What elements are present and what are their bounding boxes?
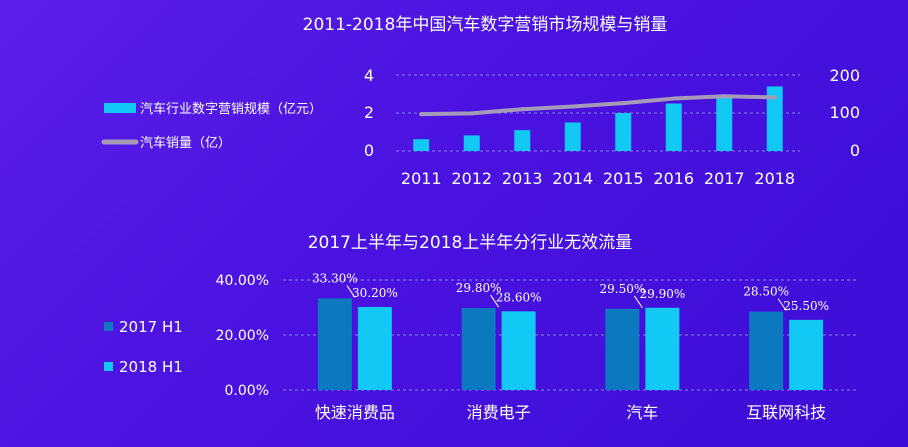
bottom-xtick-3: 互联网科技 [746,403,826,422]
bottom-data-label: 29.80% [456,281,502,295]
bottom-ytick-2: 40.00% [216,273,269,289]
top-bar-2018 [766,86,783,151]
bottom-chart-legend: 2017 H1 2018 H1 [104,318,183,376]
top-chart: 2011-2018年中国汽车数字营销市场规模与销量 2011 2012 2013 20… [101,15,860,188]
top-chart-right-y-axis: 0 100 200 [829,66,860,160]
top-line-point-2016 [671,96,676,101]
legend-2017-swatch [104,322,113,331]
top-chart-line [419,94,777,117]
bottom-bar-2017-H1-2 [605,308,640,390]
top-line-point-2014 [570,104,575,109]
top-left-ytick-1: 2 [364,103,374,122]
top-bar-2012 [463,135,480,151]
legend-bar-label: 汽车行业数字营销规模（亿元） [140,101,322,117]
top-left-ytick-0: 0 [364,141,374,160]
bottom-xtick-1: 消费电子 [467,403,531,422]
bottom-chart-bars [317,298,824,390]
top-bar-2013 [514,130,531,151]
top-line-point-2018 [772,95,777,100]
bottom-label-leader [346,285,356,298]
bottom-data-label: 28.60% [496,290,542,304]
bottom-xtick-0: 快速消费品 [315,403,395,422]
legend-line-label: 汽车销量（亿） [140,135,231,151]
top-xtick-2015: 2015 [603,169,644,188]
top-chart-legend: 汽车行业数字营销规模（亿元） 汽车销量（亿） [101,101,322,151]
bottom-data-label: 30.20% [352,286,398,300]
bottom-data-label: 33.30% [312,271,358,285]
legend-2018-label: 2018 H1 [119,358,183,376]
top-bar-2014 [564,122,581,151]
bottom-xtick-2: 汽车 [626,403,658,422]
top-right-ytick-2: 200 [829,66,860,85]
top-chart-x-ticks: 2011 2012 2013 2014 2015 2016 2017 2018 [401,169,795,188]
top-bar-2015 [615,113,632,151]
bottom-chart-y-axis: 0.00% 20.00% 40.00% [216,273,269,399]
top-line-point-2011 [419,112,424,117]
top-line-point-2015 [621,101,626,106]
top-right-ytick-0: 0 [850,141,860,160]
top-chart-left-y-axis: 0 2 4 [364,66,374,160]
bottom-bar-2018-H1-2 [645,307,680,390]
legend-2017-label: 2017 H1 [119,318,183,336]
bottom-data-label: 25.50% [783,299,829,313]
bottom-data-label: 28.50% [743,285,789,299]
top-xtick-2017: 2017 [704,169,745,188]
legend-2018-swatch [104,362,113,371]
top-bar-2016 [665,103,682,151]
bottom-label-leader [777,298,787,311]
bottom-chart: 2017上半年与2018上半年分行业无效流量 33.30%30.20% 29.80… [104,233,858,422]
bottom-data-label: 29.50% [599,282,645,296]
top-bar-2017 [716,95,733,151]
bottom-ytick-1: 20.00% [216,328,269,344]
bottom-bar-2017-H1-0 [317,298,352,390]
top-right-ytick-1: 100 [829,103,860,122]
top-line-point-2012 [469,111,474,116]
bottom-bar-2018-H1-0 [357,306,392,390]
bottom-bar-2018-H1-3 [789,319,824,390]
top-line-point-2017 [722,94,727,99]
top-xtick-2018: 2018 [754,169,795,188]
bottom-chart-x-ticks: 快速消费品 消费电子 汽车 互联网科技 [315,403,826,422]
bottom-data-label: 29.90% [639,287,685,301]
top-bar-2011 [413,139,430,151]
top-xtick-2014: 2014 [552,169,593,188]
bottom-chart-title: 2017上半年与2018上半年分行业无效流量 [308,233,633,253]
top-xtick-2011: 2011 [401,169,442,188]
top-left-ytick-2: 4 [364,66,374,85]
bottom-bar-2018-H1-1 [501,311,536,390]
top-series-line [419,94,777,117]
top-chart-title: 2011-2018年中国汽车数字营销市场规模与销量 [303,15,668,35]
bottom-chart-data-labels: 33.30%30.20% 29.80%28.60% 29.50%29.90% 28.5… [312,271,829,312]
top-chart-bars [413,86,783,151]
bottom-label-leader [633,295,643,309]
bottom-ytick-0: 0.00% [225,383,269,399]
bottom-label-leader [490,294,500,308]
top-xtick-2012: 2012 [451,169,492,188]
top-xtick-2016: 2016 [653,169,694,188]
bottom-bar-2017-H1-3 [749,311,784,390]
legend-bar-swatch [104,103,136,113]
top-xtick-2013: 2013 [502,169,543,188]
bottom-bar-2017-H1-1 [461,308,496,390]
top-line-point-2013 [520,107,525,112]
